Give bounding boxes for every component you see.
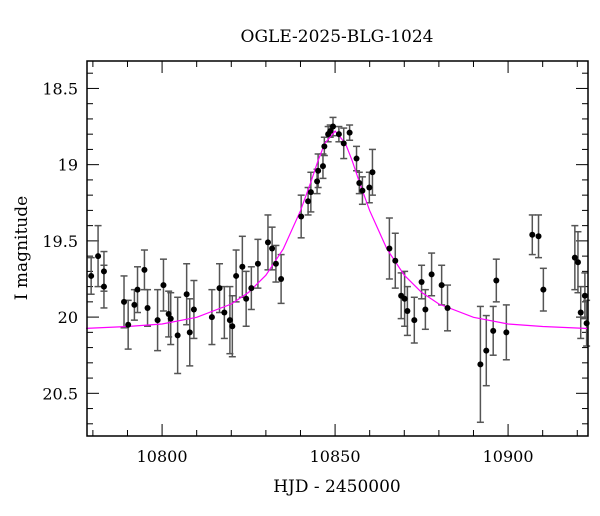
data-point xyxy=(174,332,181,339)
data-point xyxy=(386,245,393,252)
y-tick-label: 20.5 xyxy=(42,384,78,403)
data-point xyxy=(483,347,490,354)
data-point xyxy=(269,245,276,252)
data-point xyxy=(401,295,408,302)
data-point xyxy=(134,286,141,293)
data-point xyxy=(346,129,353,136)
data-point xyxy=(239,263,246,270)
data-point xyxy=(272,260,279,267)
data-point xyxy=(100,283,107,290)
data-point xyxy=(438,282,445,289)
data-point xyxy=(100,268,107,275)
axis-ticks xyxy=(87,61,588,436)
data-point xyxy=(392,257,399,264)
data-point xyxy=(574,259,581,266)
data-point xyxy=(131,301,138,308)
data-point xyxy=(571,254,578,261)
data-point xyxy=(315,167,322,174)
data-point xyxy=(165,311,172,318)
data-point xyxy=(369,169,376,176)
data-point xyxy=(314,178,321,185)
data-point xyxy=(141,266,148,273)
data-point xyxy=(356,179,363,186)
error-bars xyxy=(87,116,591,424)
data-point xyxy=(160,282,167,289)
data-point xyxy=(422,306,429,313)
data-point xyxy=(183,291,190,298)
x-tick-label: 10850 xyxy=(310,447,361,466)
data-point xyxy=(307,189,314,196)
data-point xyxy=(278,275,285,282)
data-point xyxy=(428,271,435,278)
data-point xyxy=(581,292,588,299)
data-point xyxy=(95,253,102,260)
data-point xyxy=(208,314,215,321)
x-tick-label: 10900 xyxy=(483,447,534,466)
data-point xyxy=(190,306,197,313)
data-point xyxy=(319,163,326,170)
data-point xyxy=(221,309,228,316)
data-point xyxy=(248,285,255,292)
data-point xyxy=(490,327,497,334)
x-axis-label: HJD - 2450000 xyxy=(273,477,401,497)
data-point xyxy=(216,285,223,292)
data-point xyxy=(444,304,451,311)
plot-frame xyxy=(86,60,589,437)
data-point xyxy=(577,309,584,316)
data-point xyxy=(233,272,240,279)
chart-title: OGLE-2025-BLG-1024 xyxy=(241,27,434,47)
data-point xyxy=(327,128,334,135)
data-point xyxy=(186,329,193,336)
y-tick-label: 19 xyxy=(58,156,78,175)
data-point xyxy=(353,155,360,162)
y-tick-label: 18.5 xyxy=(42,79,78,98)
data-point xyxy=(540,286,547,293)
data-point xyxy=(298,213,305,220)
data-point xyxy=(535,233,542,240)
data-point xyxy=(264,239,271,246)
data-point xyxy=(503,329,510,336)
data-point xyxy=(229,323,236,330)
data-point xyxy=(305,198,312,205)
data-point xyxy=(493,277,500,284)
y-tick-label: 20 xyxy=(58,308,78,327)
data-point xyxy=(404,308,411,314)
data-point xyxy=(529,231,536,238)
x-tick-label: 10800 xyxy=(137,447,188,466)
model-curve xyxy=(85,130,588,330)
data-point xyxy=(154,317,161,324)
data-point xyxy=(321,143,328,150)
data-point xyxy=(340,140,347,147)
data-point xyxy=(167,315,174,322)
data-point xyxy=(335,131,342,138)
data-point xyxy=(88,272,95,279)
data-point xyxy=(144,304,151,311)
data-point xyxy=(477,361,484,368)
data-point xyxy=(121,298,128,305)
data-point xyxy=(243,295,250,302)
y-tick-label: 19.5 xyxy=(42,232,78,251)
data-point xyxy=(359,187,366,194)
data-point xyxy=(418,279,425,286)
data-point xyxy=(366,184,373,191)
data-points xyxy=(88,123,590,368)
tick-labels: 10800 10850 10900 18.5 19 19.5 20 20.5 xyxy=(42,79,533,466)
y-axis-label: I magnitude xyxy=(12,196,32,300)
data-point xyxy=(125,321,132,328)
data-point xyxy=(411,317,418,324)
data-point xyxy=(254,260,261,267)
data-point xyxy=(330,123,337,130)
data-point xyxy=(226,317,233,324)
